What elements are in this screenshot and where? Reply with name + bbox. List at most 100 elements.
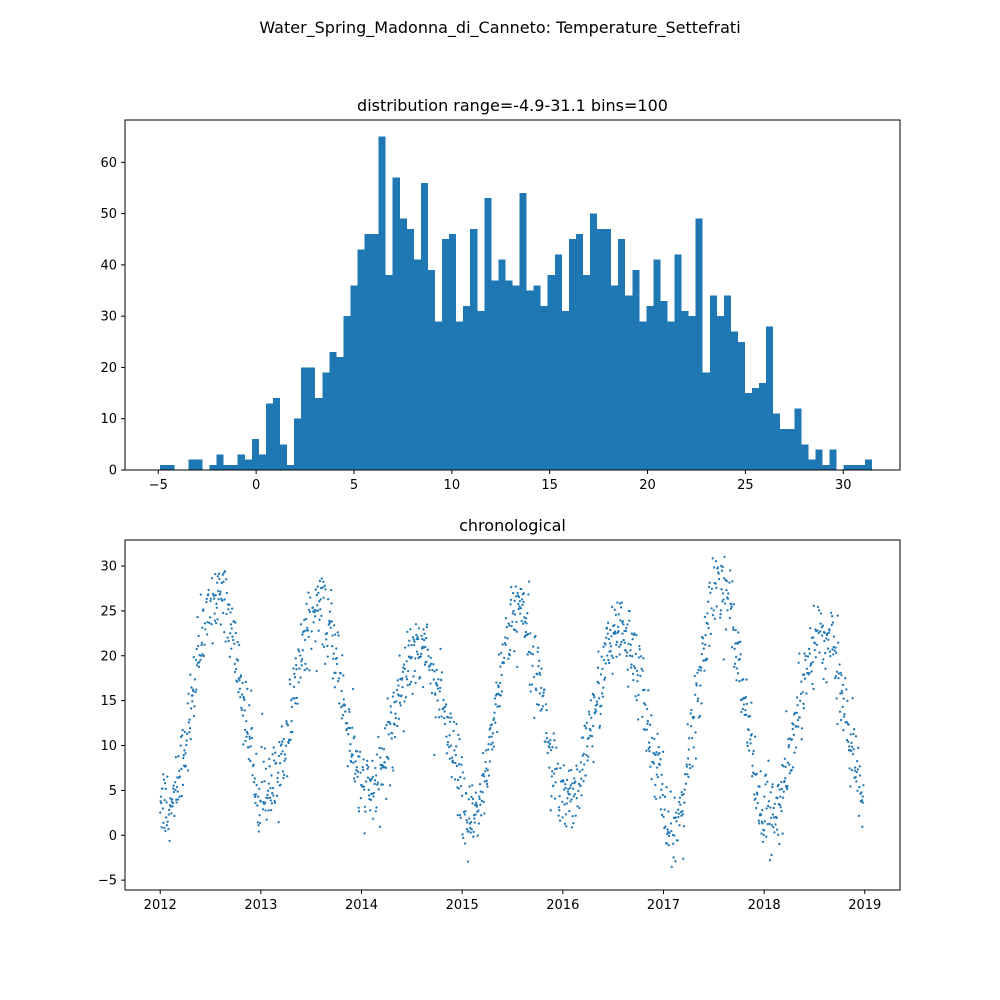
scatter-point	[573, 777, 576, 780]
scatter-point	[349, 742, 352, 746]
scatter-point	[619, 619, 622, 622]
scatter-point	[213, 612, 216, 615]
scatter-point	[271, 791, 274, 795]
scatter-point	[243, 728, 247, 732]
scatter-point	[761, 840, 765, 844]
scatter-point	[483, 780, 486, 783]
scatter-point	[548, 742, 552, 746]
scatter-point	[786, 785, 789, 788]
scatter-point	[457, 733, 460, 737]
scatter-point	[367, 788, 370, 792]
scatter-point	[721, 600, 724, 603]
scatter-point	[791, 766, 795, 769]
scatter-point	[273, 799, 276, 803]
scatter-point	[649, 765, 652, 768]
scatter-point	[659, 808, 663, 811]
scatter-point	[475, 804, 479, 807]
scatter-point	[324, 588, 327, 591]
scatter-point	[439, 686, 442, 689]
scatter-point	[321, 586, 325, 589]
scatter-point	[644, 703, 647, 706]
histogram-bar	[547, 275, 555, 470]
scatter-point	[329, 588, 333, 592]
scatter-point	[850, 749, 853, 752]
scatter-point	[398, 694, 401, 697]
scatter-point	[848, 745, 851, 748]
scatter-point	[495, 681, 498, 684]
scatter-point	[615, 640, 619, 644]
scatter-point	[752, 772, 756, 775]
scatter-point	[163, 826, 166, 830]
scatter-point	[307, 608, 311, 612]
scatter-point	[837, 672, 841, 675]
scatter-point	[653, 795, 656, 798]
scatter-point	[575, 764, 578, 767]
scatter-point	[533, 716, 536, 719]
scatter-point	[170, 798, 174, 801]
scatter-point	[855, 770, 858, 774]
scatter-point	[670, 830, 673, 833]
scatter-point	[833, 676, 837, 680]
scatter-point	[603, 676, 607, 679]
scatter-point	[219, 623, 223, 626]
scatter-point	[414, 623, 418, 626]
scatter-point	[175, 801, 178, 804]
scatter-x-ticks: 2012 2013 2014 2015 2016 2017 2018 2019	[144, 890, 881, 913]
scatter-point	[402, 730, 405, 733]
scatter-point	[466, 860, 470, 863]
scatter-point	[538, 659, 541, 662]
scatter-point	[403, 667, 406, 671]
scatter-point	[294, 702, 297, 705]
scatter-point	[454, 761, 457, 765]
scatter-point	[696, 697, 700, 700]
scatter-point	[424, 645, 427, 648]
scatter-point	[272, 759, 276, 762]
histogram-bar	[244, 459, 252, 470]
scatter-point	[855, 780, 858, 783]
scatter-point	[523, 616, 526, 619]
scatter-point	[803, 677, 807, 680]
scatter-point	[700, 702, 703, 705]
scatter-point	[511, 620, 514, 624]
scatter-point	[756, 801, 759, 805]
scatter-point	[721, 592, 725, 595]
scatter-point	[840, 673, 843, 677]
scatter-point	[266, 793, 269, 797]
scatter-point	[394, 712, 397, 715]
scatter-point	[343, 704, 347, 707]
scatter-point	[475, 801, 478, 805]
scatter-point	[539, 673, 542, 676]
scatter-point	[553, 797, 556, 800]
scatter-point	[606, 632, 609, 635]
histogram-bar	[442, 239, 450, 470]
scatter-point	[217, 589, 220, 593]
scatter-point	[291, 730, 294, 734]
scatter-point	[611, 656, 615, 660]
scatter-point	[774, 823, 777, 826]
scatter-point	[619, 606, 623, 609]
scatter-point	[473, 821, 476, 824]
scatter-point	[373, 779, 377, 782]
scatter-point	[540, 667, 543, 670]
histogram-bar	[329, 352, 337, 470]
scatter-point	[436, 687, 440, 690]
scatter-point	[602, 645, 605, 648]
scatter-point	[483, 812, 486, 815]
scatter-point	[315, 669, 318, 673]
scatter-point	[245, 735, 248, 738]
scatter-point	[637, 693, 640, 697]
scatter-point	[592, 694, 596, 697]
scatter-point	[307, 635, 310, 639]
scatter-point	[436, 699, 439, 702]
scatter-point	[602, 686, 605, 689]
scatter-point	[837, 677, 840, 680]
scatter-point	[463, 777, 466, 780]
scatter-point	[798, 652, 801, 655]
scatter-point	[508, 654, 511, 657]
scatter-point	[688, 763, 691, 766]
scatter-point	[192, 715, 196, 718]
scatter-point	[455, 722, 458, 726]
scatter-point	[699, 666, 703, 669]
scatter-point	[517, 595, 521, 599]
scatter-point	[225, 591, 229, 595]
